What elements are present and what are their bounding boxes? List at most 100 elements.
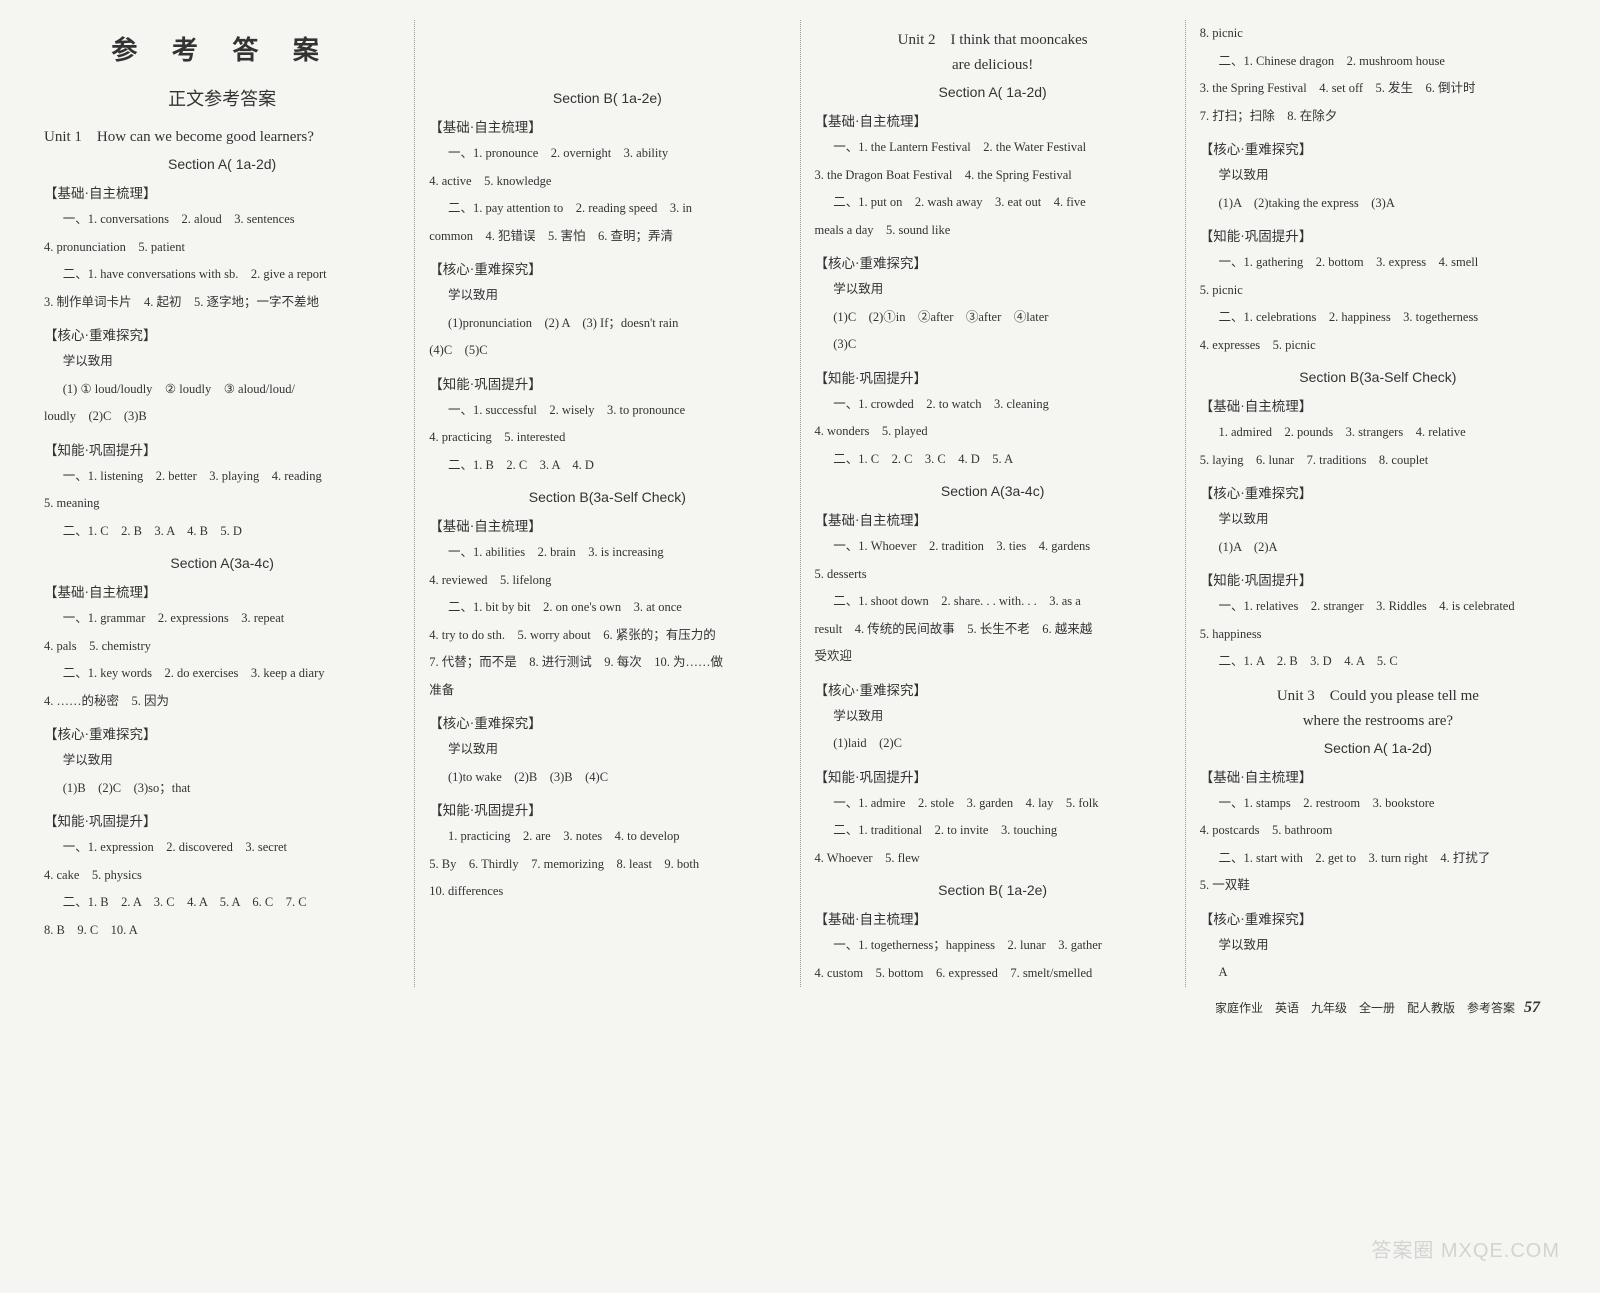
answer-line: 一、1. gathering 2. bottom 3. express 4. s…: [1200, 249, 1556, 277]
answer-line: meals a day 5. sound like: [815, 217, 1171, 245]
answer-line: (1)A (2)A: [1200, 534, 1556, 562]
answer-line: (3)C: [815, 331, 1171, 359]
answer-line: 5. meaning: [44, 490, 400, 518]
answer-line: 二、1. B 2. C 3. A 4. D: [429, 452, 785, 480]
answer-line: 4. postcards 5. bathroom: [1200, 817, 1556, 845]
answer-key-page: 参 考 答 案 正文参考答案 Unit 1 How can we become …: [30, 20, 1570, 987]
heading-basics: 【基础·自主梳理】: [815, 110, 1171, 130]
heading-ability: 【知能·巩固提升】: [1200, 569, 1556, 589]
sub-heading: 学以致用: [1200, 506, 1556, 534]
unit-2-title-b: are delicious!: [815, 57, 1171, 74]
answer-line: 二、1. C 2. C 3. C 4. D 5. A: [815, 446, 1171, 474]
answer-line: A: [1200, 959, 1556, 987]
answer-line: 二、1. key words 2. do exercises 3. keep a…: [44, 660, 400, 688]
answer-line: 二、1. shoot down 2. share. . . with. . . …: [815, 588, 1171, 616]
answer-line: 一、1. grammar 2. expressions 3. repeat: [44, 605, 400, 633]
section-a-1a2d: Section A( 1a-2d): [1200, 740, 1556, 756]
answer-line: 4. pals 5. chemistry: [44, 633, 400, 661]
answer-line: 4. cake 5. physics: [44, 862, 400, 890]
heading-core: 【核心·重难探究】: [815, 252, 1171, 272]
sub-heading: 学以致用: [429, 282, 785, 310]
answer-line: (1)pronunciation (2) A (3) If；doesn't ra…: [429, 310, 785, 338]
section-b-1a2e: Section B( 1a-2e): [815, 882, 1171, 898]
sub-heading: 学以致用: [44, 747, 400, 775]
answer-line: (1)B (2)C (3)so；that: [44, 775, 400, 803]
answer-line: 一、1. abilities 2. brain 3. is increasing: [429, 539, 785, 567]
heading-basics: 【基础·自主梳理】: [429, 515, 785, 535]
heading-basics: 【基础·自主梳理】: [44, 581, 400, 601]
answer-line: 二、1. put on 2. wash away 3. eat out 4. f…: [815, 189, 1171, 217]
answer-line: 一、1. crowded 2. to watch 3. cleaning: [815, 391, 1171, 419]
footer-text: 家庭作业 英语 九年级 全一册 配人教版 参考答案: [1215, 1001, 1515, 1015]
unit-2-title-a: Unit 2 I think that mooncakes: [815, 28, 1171, 49]
heading-basics: 【基础·自主梳理】: [815, 509, 1171, 529]
answer-line: 4. try to do sth. 5. worry about 6. 紧张的；…: [429, 622, 785, 650]
heading-core: 【核心·重难探究】: [44, 324, 400, 344]
heading-basics: 【基础·自主梳理】: [1200, 766, 1556, 786]
answer-line: 8. B 9. C 10. A: [44, 917, 400, 945]
answer-line: 二、1. Chinese dragon 2. mushroom house: [1200, 48, 1556, 76]
heading-ability: 【知能·巩固提升】: [429, 373, 785, 393]
answer-line: 一、1. togetherness；happiness 2. lunar 3. …: [815, 932, 1171, 960]
heading-basics: 【基础·自主梳理】: [1200, 395, 1556, 415]
section-a-3a4c: Section A(3a-4c): [44, 555, 400, 571]
answer-line: 二、1. celebrations 2. happiness 3. togeth…: [1200, 304, 1556, 332]
watermark: 答案圈 MXQE.COM: [1371, 1234, 1560, 1263]
answer-line: 4. expresses 5. picnic: [1200, 332, 1556, 360]
sub-heading: 学以致用: [815, 276, 1171, 304]
section-a-3a4c: Section A(3a-4c): [815, 483, 1171, 499]
heading-basics: 【基础·自主梳理】: [44, 182, 400, 202]
answer-line: 4. ……的秘密 5. 因为: [44, 688, 400, 716]
answer-line: 一、1. pronounce 2. overnight 3. ability: [429, 140, 785, 168]
answer-line: 7. 代替；而不是 8. 进行测试 9. 每次 10. 为……做: [429, 649, 785, 677]
answer-line: 一、1. Whoever 2. tradition 3. ties 4. gar…: [815, 533, 1171, 561]
main-title: 参 考 答 案: [44, 30, 400, 67]
answer-line: loudly (2)C (3)B: [44, 403, 400, 431]
answer-line: 7. 打扫；扫除 8. 在除夕: [1200, 103, 1556, 131]
heading-core: 【核心·重难探究】: [429, 258, 785, 278]
answer-line: 一、1. conversations 2. aloud 3. sentences: [44, 206, 400, 234]
answer-line: 4. wonders 5. played: [815, 418, 1171, 446]
section-a-1a2d: Section A( 1a-2d): [815, 84, 1171, 100]
answer-line: 4. custom 5. bottom 6. expressed 7. smel…: [815, 960, 1171, 988]
heading-ability: 【知能·巩固提升】: [815, 367, 1171, 387]
answer-line: (1)laid (2)C: [815, 730, 1171, 758]
answer-line: 4. practicing 5. interested: [429, 424, 785, 452]
answer-line: 一、1. admire 2. stole 3. garden 4. lay 5.…: [815, 790, 1171, 818]
answer-line: 二、1. traditional 2. to invite 3. touchin…: [815, 817, 1171, 845]
answer-line: 一、1. successful 2. wisely 3. to pronounc…: [429, 397, 785, 425]
answer-line: 5. happiness: [1200, 621, 1556, 649]
column-2: Section B( 1a-2e) 【基础·自主梳理】 一、1. pronoun…: [415, 20, 800, 987]
answer-line: 3. the Dragon Boat Festival 4. the Sprin…: [815, 162, 1171, 190]
answer-line: result 4. 传统的民间故事 5. 长生不老 6. 越来越: [815, 616, 1171, 644]
heading-core: 【核心·重难探究】: [429, 712, 785, 732]
section-a-1a2d: Section A( 1a-2d): [44, 156, 400, 172]
unit-3-title-b: where the restrooms are?: [1200, 713, 1556, 730]
answer-line: common 4. 犯错误 5. 害怕 6. 查明；弄清: [429, 223, 785, 251]
answer-line: 5. desserts: [815, 561, 1171, 589]
heading-ability: 【知能·巩固提升】: [44, 439, 400, 459]
answer-line: 4. Whoever 5. flew: [815, 845, 1171, 873]
answer-line: 二、1. pay attention to 2. reading speed 3…: [429, 195, 785, 223]
heading-core: 【核心·重难探究】: [1200, 138, 1556, 158]
answer-line: 5. picnic: [1200, 277, 1556, 305]
answer-line: 8. picnic: [1200, 20, 1556, 48]
heading-core: 【核心·重难探究】: [815, 679, 1171, 699]
answer-line: 10. differences: [429, 878, 785, 906]
answer-line: 5. 一双鞋: [1200, 872, 1556, 900]
answer-line: 受欢迎: [815, 643, 1171, 671]
answer-line: 4. reviewed 5. lifelong: [429, 567, 785, 595]
heading-basics: 【基础·自主梳理】: [429, 116, 785, 136]
answer-line: 3. the Spring Festival 4. set off 5. 发生 …: [1200, 75, 1556, 103]
answer-line: 二、1. C 2. B 3. A 4. B 5. D: [44, 518, 400, 546]
sub-heading: 学以致用: [44, 348, 400, 376]
answer-line: 一、1. expression 2. discovered 3. secret: [44, 834, 400, 862]
answer-line: 一、1. the Lantern Festival 2. the Water F…: [815, 134, 1171, 162]
heading-ability: 【知能·巩固提升】: [429, 799, 785, 819]
page-number: 57: [1524, 999, 1540, 1017]
column-4: 8. picnic 二、1. Chinese dragon 2. mushroo…: [1186, 20, 1570, 987]
answer-line: (1) ① loud/loudly ② loudly ③ aloud/loud/: [44, 376, 400, 404]
answer-line: 二、1. bit by bit 2. on one's own 3. at on…: [429, 594, 785, 622]
answer-line: 1. practicing 2. are 3. notes 4. to deve…: [429, 823, 785, 851]
column-3: Unit 2 I think that mooncakes are delici…: [801, 20, 1186, 987]
